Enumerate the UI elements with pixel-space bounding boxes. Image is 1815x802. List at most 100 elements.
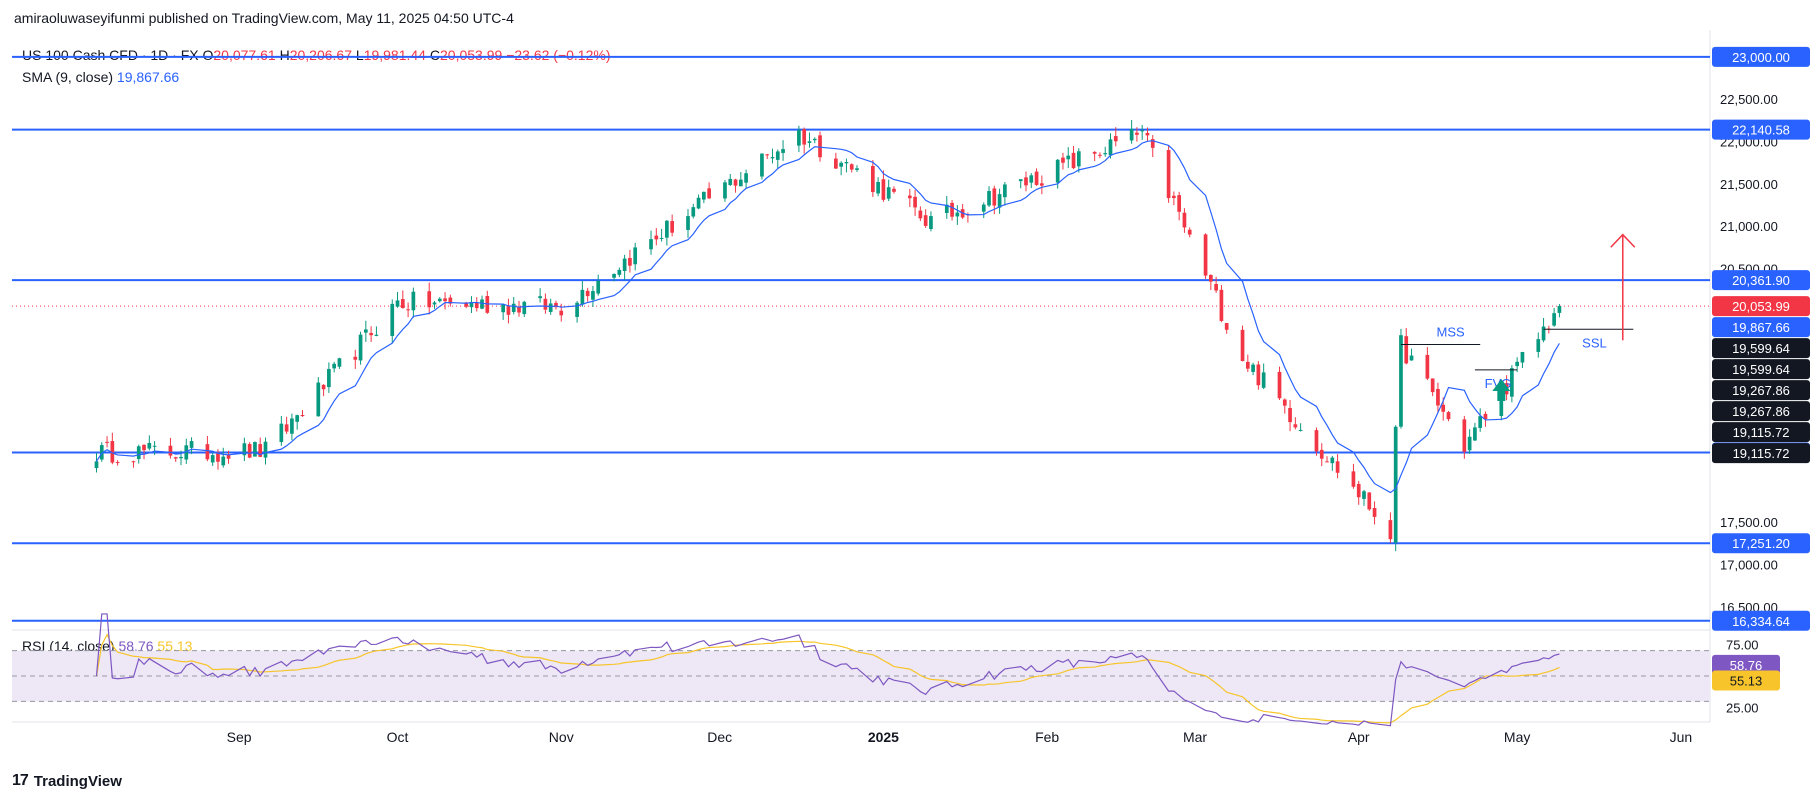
candle-body (580, 289, 585, 305)
rsi-ma-line (95, 633, 1560, 724)
high-value: 20,206.67 (289, 47, 352, 63)
candle-body (1282, 399, 1287, 406)
candle-body (649, 239, 653, 250)
rsi-tick-label: 75.00 (1726, 637, 1759, 652)
price-tick-label: 21,000.00 (1720, 219, 1778, 234)
candle-body (849, 164, 854, 170)
candle-body (1219, 289, 1224, 321)
candle-body (1557, 306, 1562, 313)
candle-body (1314, 430, 1319, 452)
candle-body (1203, 234, 1208, 276)
level-price-label: 20,361.90 (1732, 273, 1790, 288)
candle-body (210, 455, 215, 463)
candle-body (242, 443, 247, 456)
candle-body (987, 191, 991, 206)
chart-legend: US 100 Cash CFD · 1D · FX O20,077.61 H20… (22, 44, 610, 88)
candle-body (390, 303, 395, 336)
low-value: 19,981.44 (363, 47, 426, 63)
candle-body (406, 309, 410, 311)
candle-body (1224, 323, 1229, 330)
candle-body (585, 290, 590, 297)
candle-body (506, 305, 511, 315)
level-price-tag (1712, 270, 1810, 291)
symbol-label[interactable]: US 100 Cash CFD · 1D · FX (22, 47, 199, 63)
candle-body (1372, 507, 1377, 517)
candle-body (258, 444, 263, 457)
candle-body (1425, 354, 1430, 379)
x-tick-label: Nov (549, 729, 574, 745)
candle-body (997, 194, 1002, 208)
candle-body (1388, 520, 1393, 540)
candle-body (733, 179, 738, 186)
candle-body (1462, 419, 1467, 452)
sma-label[interactable]: SMA (9, close) (22, 69, 114, 85)
axis-marker-tag (1712, 401, 1810, 422)
axis-marker-label: 19,267.86 (1732, 404, 1790, 419)
candle-body (437, 298, 442, 302)
price-tick-label: 21,500.00 (1720, 177, 1778, 192)
buy-arrow-icon (1492, 379, 1511, 402)
tradingview-logo-icon: 17 (12, 772, 29, 789)
axis-marker-label: 19,867.66 (1732, 320, 1790, 335)
axis-marker-label: 20,053.99 (1732, 299, 1790, 314)
candle-body (1108, 139, 1113, 156)
rsi-label[interactable]: RSI (14, close) (22, 638, 115, 654)
candle-body (686, 216, 690, 230)
candle-body (723, 182, 727, 199)
candle-body (400, 299, 405, 309)
candle-body (253, 442, 257, 457)
candle-body (1467, 436, 1472, 451)
candle-body (1245, 361, 1250, 369)
candle-body (1029, 175, 1034, 183)
candle-body (1113, 136, 1118, 142)
candle-body (205, 444, 210, 460)
candle-body (1145, 132, 1150, 136)
candle-body (1177, 195, 1182, 212)
candle-body (738, 179, 743, 187)
candle-body (886, 187, 891, 199)
candle-body (844, 162, 849, 164)
candle-body (1351, 471, 1356, 487)
tradingview-footer[interactable]: 17 TradingView (12, 772, 122, 790)
candle-body (363, 329, 368, 333)
candle-body (1240, 329, 1245, 362)
candle-body (612, 273, 616, 278)
candle-body (1024, 177, 1028, 186)
candle-body (696, 197, 701, 209)
candle-body (1129, 128, 1134, 141)
candle-body (136, 446, 141, 460)
candle-body (147, 442, 152, 449)
candle-body (1330, 457, 1335, 464)
level-price-tag (1712, 533, 1810, 554)
candle-body (659, 237, 664, 239)
rsi-value-tag (1712, 654, 1780, 675)
x-tick-label: Apr (1348, 729, 1370, 745)
candle-body (131, 461, 136, 463)
candle-body (1256, 364, 1261, 386)
candle-body (855, 168, 859, 170)
candle-body (1251, 364, 1255, 372)
candle-body (1335, 461, 1340, 473)
candle-body (173, 457, 178, 459)
candle-body (596, 280, 601, 294)
x-tick-label: Jun (1670, 729, 1693, 745)
candle-body (775, 151, 780, 160)
candle-body (1478, 416, 1483, 428)
candle-body (554, 302, 558, 308)
level-price-label: 23,000.00 (1732, 50, 1790, 65)
x-tick-label: Feb (1035, 729, 1059, 745)
candle-body (1003, 184, 1007, 198)
candle-body (1034, 171, 1039, 185)
level-price-label: 22,140.58 (1732, 123, 1790, 138)
candle-body (1039, 183, 1044, 186)
rsi-tick-label: 25.00 (1726, 701, 1759, 716)
candle-body (427, 291, 432, 308)
candle-body (1404, 336, 1409, 364)
candle-body (1436, 388, 1440, 406)
candle-body (1076, 151, 1081, 167)
target-arrow-icon (1610, 233, 1636, 248)
candle-body (1055, 159, 1060, 183)
x-tick-label: Mar (1183, 729, 1207, 745)
candle-body (1066, 155, 1071, 160)
